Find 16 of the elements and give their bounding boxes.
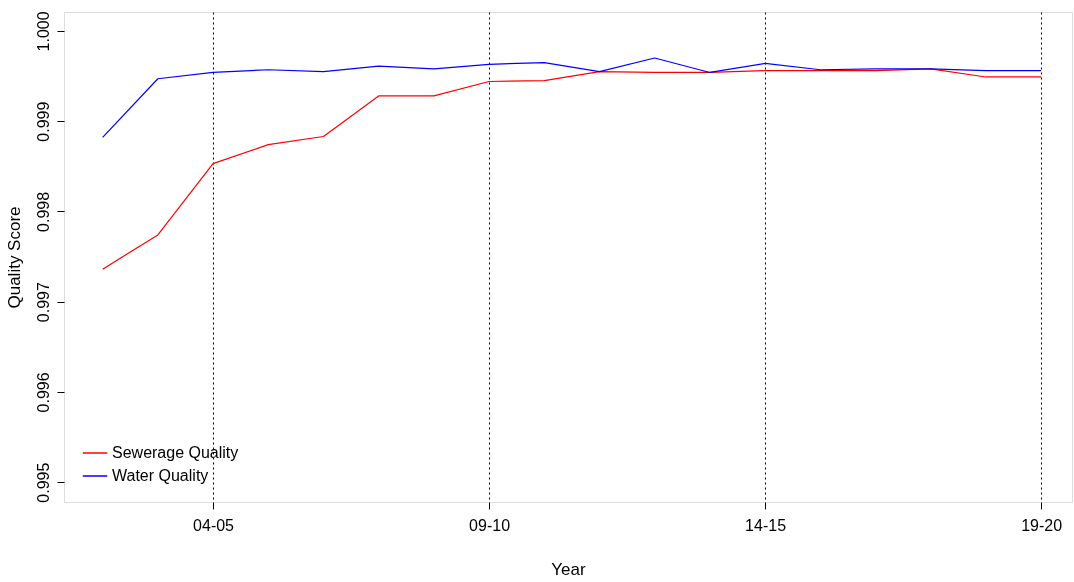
x-tick-label: 19-20 — [1021, 516, 1063, 534]
x-tick-label: 14-15 — [745, 516, 787, 534]
x-tick-label: 09-10 — [469, 516, 511, 534]
y-tick-label: 0.996 — [34, 372, 52, 413]
legend-label: Sewerage Quality — [112, 444, 239, 461]
line-series — [102, 68, 1042, 270]
y-tick-label: 0.998 — [34, 191, 52, 232]
y-tick-label: 1.000 — [34, 11, 52, 52]
y-tick-label: 0.999 — [34, 101, 52, 142]
y-axis-title: Quality Score — [4, 206, 24, 309]
x-tick-label: 04-05 — [193, 516, 235, 534]
y-tick-label: 0.995 — [34, 462, 52, 503]
legend-label: Water Quality — [112, 467, 209, 484]
line-series — [102, 57, 1042, 139]
y-tick-label: 0.997 — [34, 282, 52, 323]
x-axis-title: Year — [551, 559, 587, 579]
